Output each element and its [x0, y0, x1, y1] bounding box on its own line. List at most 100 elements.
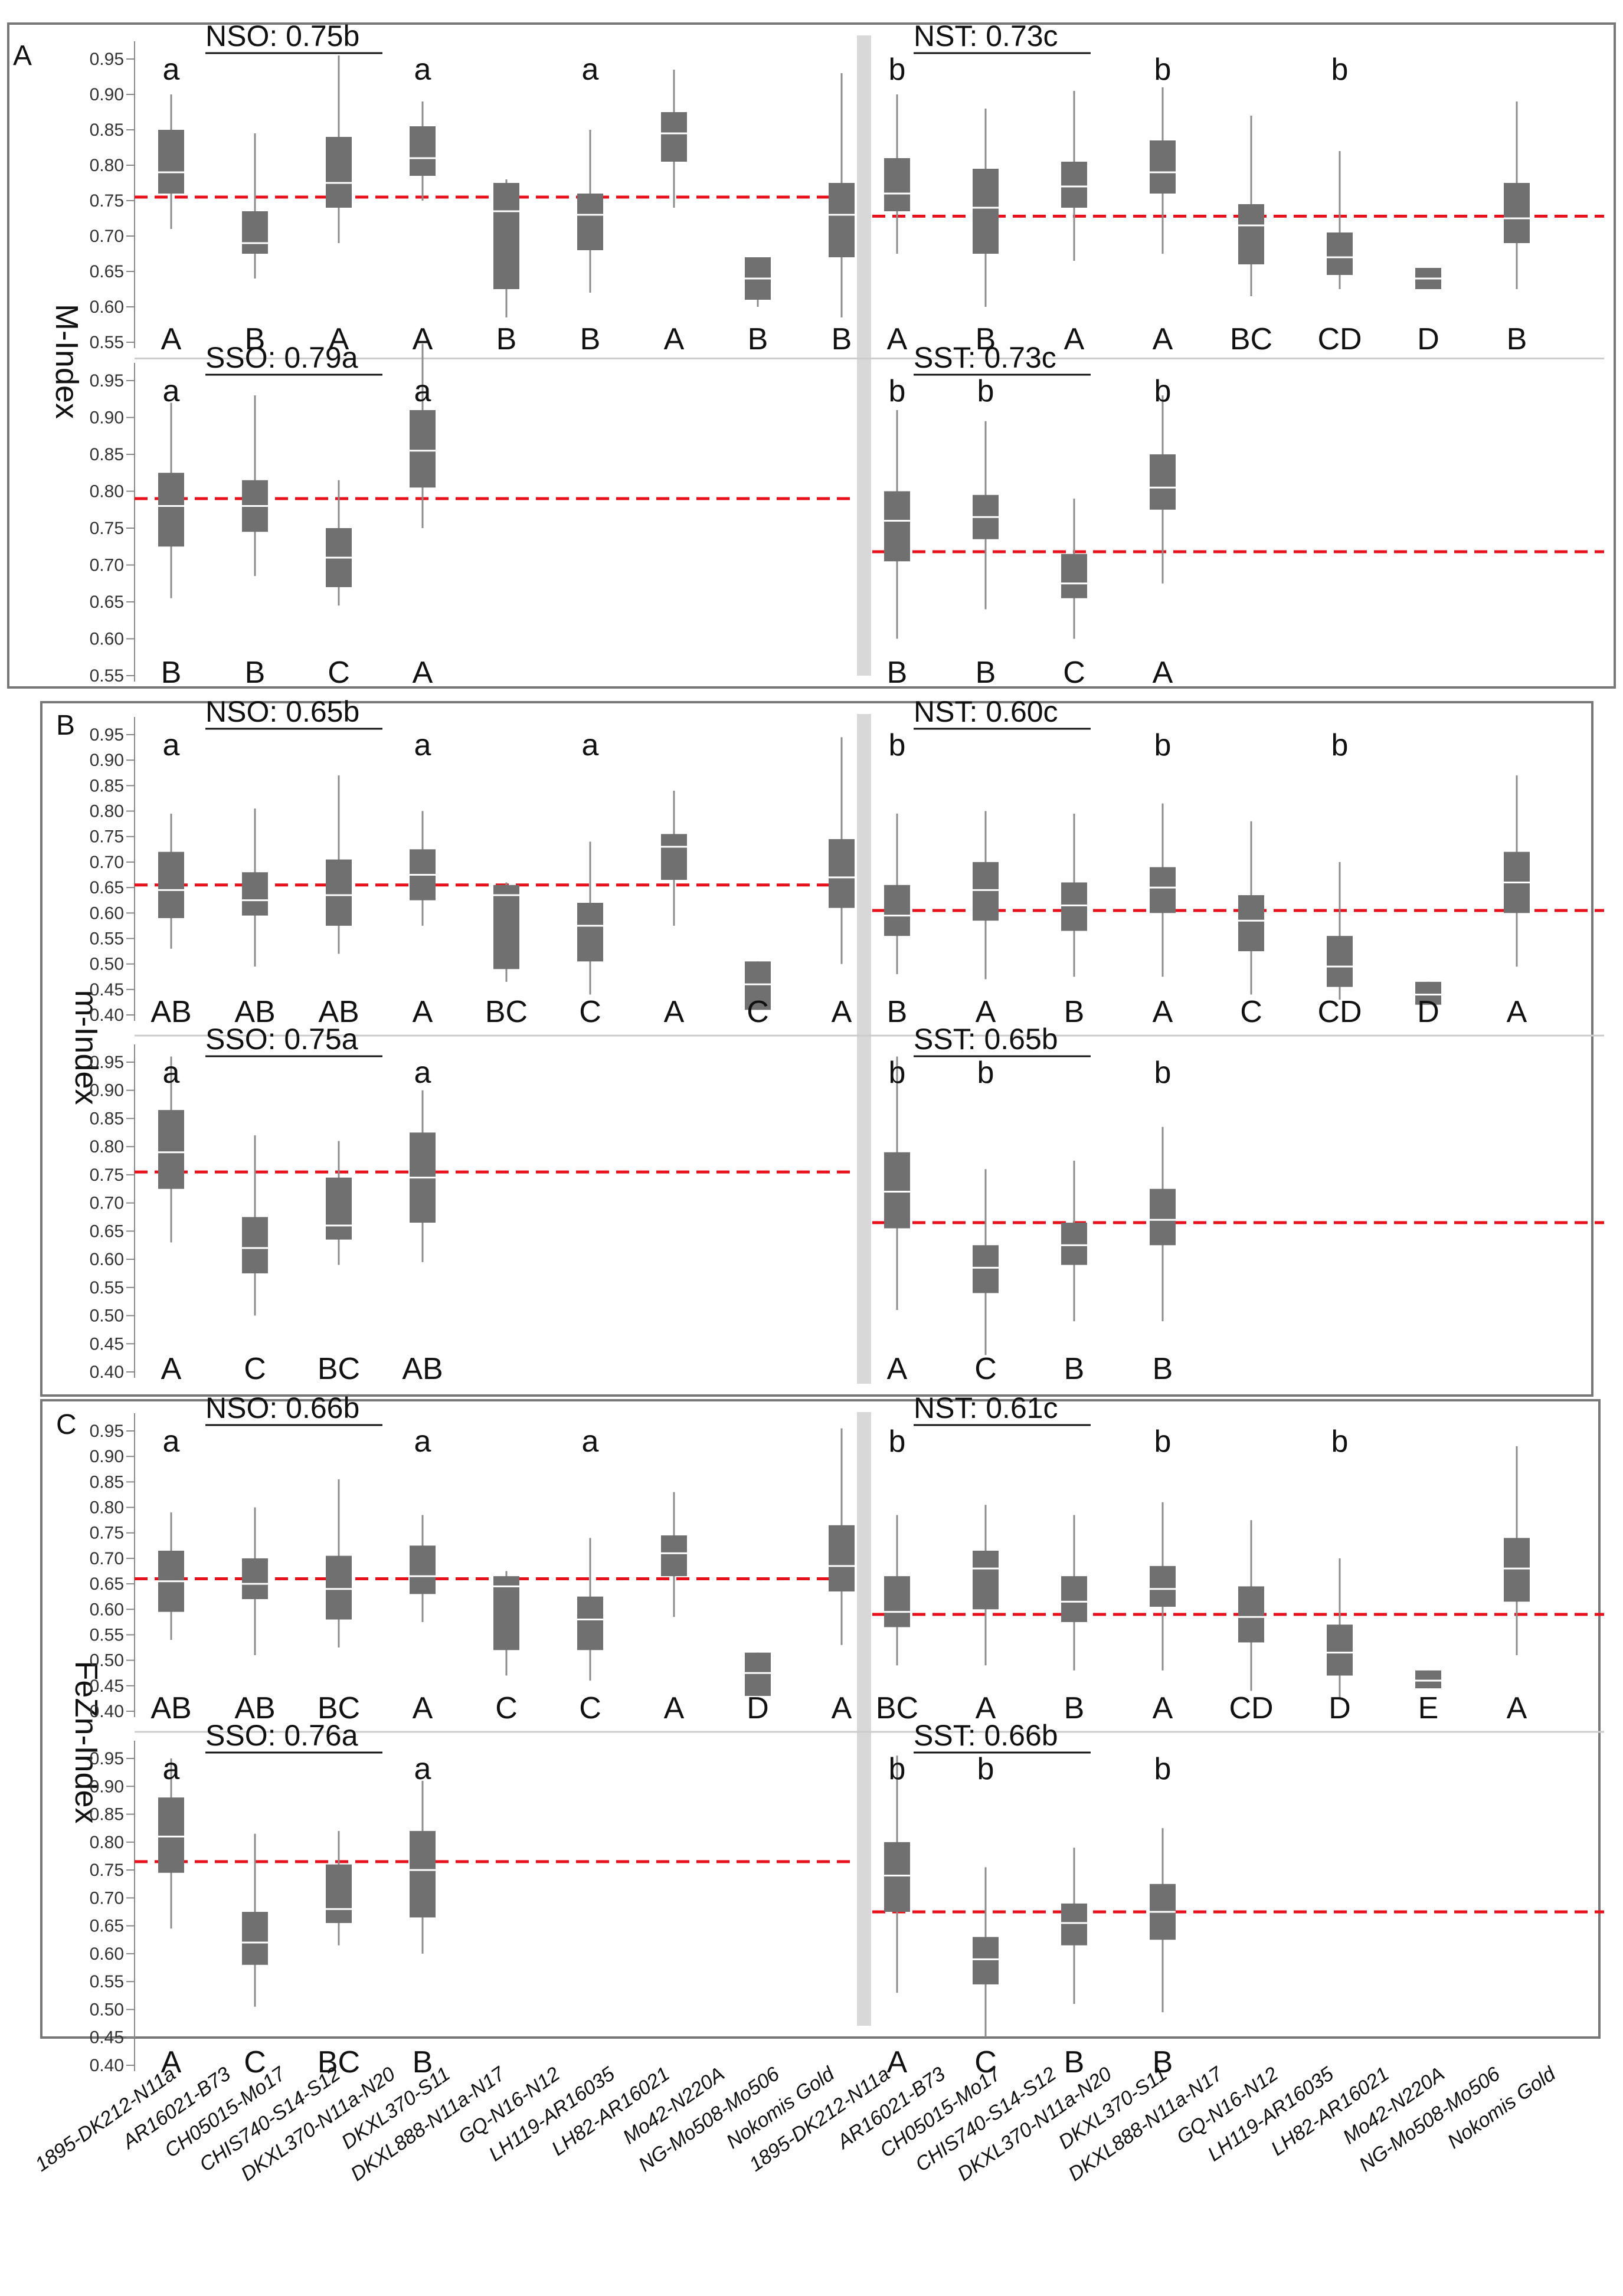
panel-frame [40, 701, 1593, 1397]
box-body [829, 183, 855, 257]
group-letter: a [163, 53, 180, 87]
box-0: AB [150, 1512, 192, 1725]
sig-letter: A [887, 322, 908, 356]
box-1: B [973, 421, 999, 690]
group-letter: b [1331, 728, 1349, 762]
sig-letter: A [161, 1352, 182, 1386]
y-tick-label: 0.55 [90, 1278, 124, 1298]
sig-letter: B [1153, 1352, 1173, 1386]
y-tick-label: 0.55 [90, 1625, 124, 1645]
box-body [326, 1555, 352, 1620]
box-body [577, 1596, 603, 1650]
box-1: AB [234, 1507, 276, 1725]
sig-letter: B [748, 322, 768, 356]
y-tick-label: 0.75 [90, 191, 124, 211]
panel-frame [40, 1399, 1601, 2039]
box-3: A [410, 1515, 436, 1725]
panel-label: A [13, 40, 32, 71]
box-2: BC [318, 1830, 360, 2079]
sig-letter: BC [318, 1691, 360, 1725]
y-tick-label: 0.85 [90, 1805, 124, 1825]
subplot-sso: 0.95 0.90 0.85 0.80 0.75 0.70 0.65 0.60 0.55 SSO:… [90, 341, 856, 690]
panel-B: Bm-Index0.950.900.850.800.750.700.650.60… [40, 695, 1604, 1397]
sig-letter: BC [876, 1691, 918, 1725]
sig-letter: CD [1229, 1691, 1273, 1725]
box-5: D [1327, 1558, 1353, 1725]
box-body [158, 473, 184, 547]
group-letter: b [889, 728, 906, 762]
sig-letter: C [1240, 995, 1262, 1029]
y-tick-label: 0.50 [90, 955, 124, 974]
sig-letter: C [974, 2045, 997, 2079]
y-tick-label: 0.95 [90, 50, 124, 69]
subplot-sso: 0.95 0.90 0.85 0.80 0.75 0.70 0.65 0.60 0.55 0.50… [90, 1719, 856, 2079]
y-tick-label: 0.60 [90, 1944, 124, 1964]
group-letter: b [889, 1056, 906, 1090]
box-body [973, 862, 999, 921]
box-body [973, 169, 999, 254]
box-2: C [1061, 499, 1087, 690]
x-axis-labels: 1895-DK212-N11aAR16021-B73CH05015-Mo17CH… [31, 2062, 1560, 2186]
sig-letter: AB [402, 1352, 443, 1386]
sig-letter: A [413, 1691, 433, 1725]
sig-letter: AB [234, 995, 275, 1029]
group-letter: a [163, 728, 180, 762]
group-letter: a [582, 1424, 599, 1459]
sig-letter: B [580, 322, 601, 356]
y-tick-label: 0.55 [90, 1972, 124, 1992]
box-body [829, 1525, 855, 1592]
box-body [410, 1830, 436, 1918]
subplot-nso: 0.95 0.90 0.85 0.80 0.75 0.70 0.65 0.60 0.55 0.50… [90, 695, 856, 1029]
group-letter: a [163, 374, 180, 408]
box-7: A [1504, 1446, 1530, 1725]
sig-letter: A [664, 1691, 685, 1725]
sig-letter: A [664, 995, 685, 1029]
box-body [1061, 1576, 1087, 1622]
box-1: C [973, 1169, 999, 1386]
sig-letter: B [1064, 995, 1085, 1029]
group-letter: b [1154, 53, 1172, 87]
sig-letter: BC [1230, 322, 1272, 356]
box-5: CD [1317, 151, 1362, 356]
box-5: B [577, 130, 603, 356]
subplot-nso: 0.95 0.90 0.85 0.80 0.75 0.70 0.65 0.60 0.55 NSO:… [90, 19, 856, 356]
box-0: A [884, 94, 910, 356]
y-tick-label: 0.40 [90, 2056, 124, 2075]
y-tick-label: 0.45 [90, 980, 124, 1000]
box-2: B [1061, 813, 1087, 1029]
sig-letter: A [413, 995, 433, 1029]
y-tick-label: 0.85 [90, 776, 124, 795]
box-5: C [577, 1538, 603, 1725]
box-3: A [1150, 803, 1176, 1029]
sig-letter: C [579, 1691, 601, 1725]
box-6: D [1415, 268, 1441, 356]
box-4: B [493, 179, 519, 356]
sig-letter: BC [485, 995, 528, 1029]
box-2: A [1061, 91, 1087, 356]
box-body [661, 112, 687, 162]
box-body [1504, 1538, 1530, 1602]
box-5: C [577, 841, 603, 1029]
sig-letter: C [495, 1691, 518, 1725]
box-4: C [493, 1571, 519, 1725]
subplot-title: SSO: 0.76a [205, 1719, 358, 1752]
box-1: A [973, 1505, 999, 1725]
box-body [158, 1797, 184, 1873]
group-letter: b [889, 1424, 906, 1459]
sig-letter: A [1153, 322, 1173, 356]
sig-letter: B [1153, 2045, 1173, 2079]
box-body [973, 1937, 999, 1984]
group-letter: b [977, 374, 994, 408]
box-3: A [410, 101, 436, 356]
box-body [493, 183, 519, 289]
sig-letter: B [832, 322, 852, 356]
y-tick-label: 0.80 [90, 1137, 124, 1157]
box-body [577, 194, 603, 250]
panel-label: C [56, 1409, 77, 1440]
y-axis-label: m-Index [68, 990, 104, 1105]
box-body [410, 1545, 436, 1594]
y-tick-label: 0.75 [90, 1524, 124, 1543]
box-body [410, 410, 436, 488]
sig-letter: B [496, 322, 517, 356]
